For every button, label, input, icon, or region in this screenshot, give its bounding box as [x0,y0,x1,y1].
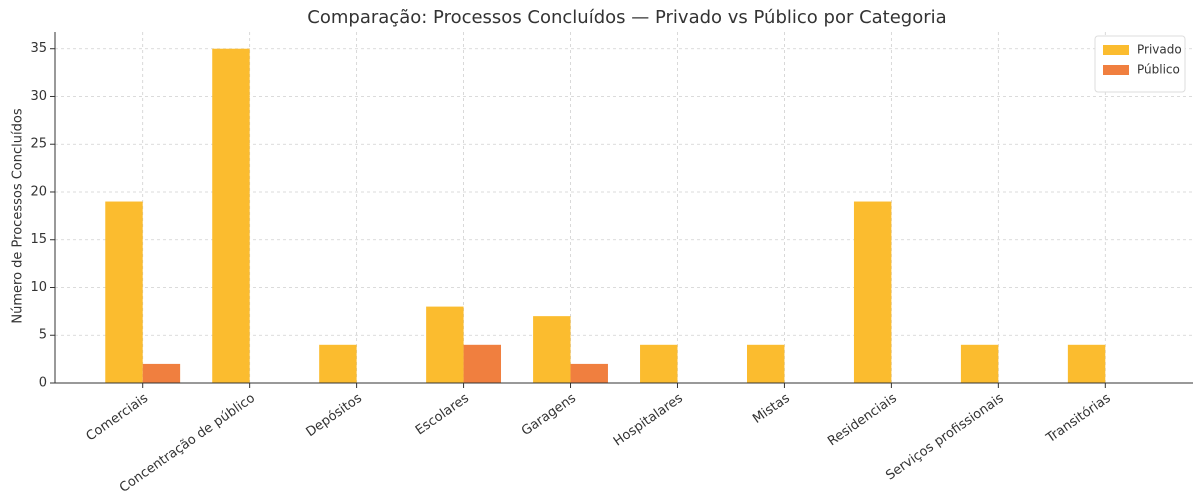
y-tick-label: 30 [30,89,47,104]
y-tick-label: 0 [39,376,47,391]
bar [426,306,464,383]
chart-title: Comparação: Processos Concluídos — Priva… [307,7,946,28]
x-tick-label: Mistas [750,391,793,427]
x-tick-label: Serviços profissionais [883,391,1007,484]
bar [212,48,250,383]
bar [640,344,678,383]
y-tick-label: 20 [30,184,47,199]
bar [142,363,181,383]
y-tick-label: 35 [30,41,47,56]
x-tick-label: Escolares [413,391,472,439]
legend-label: Privado [1137,43,1182,57]
x-tick-label: Garagens [519,391,579,439]
bar [105,201,143,383]
bar [746,344,785,383]
y-tick-label: 5 [39,328,47,343]
bar [1067,344,1106,383]
x-tick-label: Residenciais [825,391,900,450]
x-tick-label: Transitórias [1043,391,1114,447]
legend-swatch [1103,45,1129,55]
legend-label: Público [1137,63,1180,77]
y-tick-label: 25 [30,137,47,152]
bar [533,316,571,383]
legend-swatch [1103,65,1129,75]
x-tick-label: Comerciais [84,391,152,445]
x-tick-label: Depósitos [304,391,366,440]
bar [960,344,999,383]
bar [463,344,502,383]
x-tick-label: Hospitalares [611,391,686,450]
bar [853,201,892,383]
y-axis-label: Número de Processos Concluídos [11,108,26,323]
bar [319,344,357,383]
y-tick-label: 10 [30,280,47,295]
y-tick-label: 15 [30,232,47,247]
bar [570,363,608,383]
